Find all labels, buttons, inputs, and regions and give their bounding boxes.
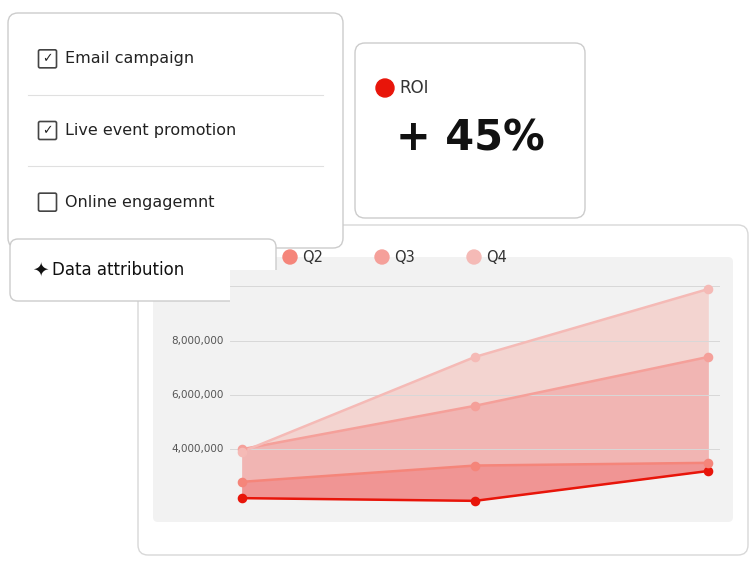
FancyBboxPatch shape (8, 13, 343, 248)
Circle shape (283, 250, 297, 264)
Text: Q3: Q3 (394, 249, 415, 265)
Text: 10,000,000: 10,000,000 (165, 282, 224, 291)
FancyBboxPatch shape (38, 50, 56, 68)
Point (469, 352, 481, 361)
Circle shape (375, 250, 389, 264)
Text: Live event promotion: Live event promotion (65, 123, 236, 138)
Text: Online engagemnt: Online engagemnt (65, 195, 214, 209)
FancyBboxPatch shape (138, 225, 748, 555)
Point (236, 494, 248, 503)
Point (236, 448, 248, 457)
Text: Data attribution: Data attribution (52, 261, 184, 279)
Point (702, 467, 714, 476)
Point (702, 284, 714, 293)
Text: ✓: ✓ (42, 52, 52, 65)
Point (236, 477, 248, 486)
Text: Email campaign: Email campaign (65, 51, 194, 66)
FancyBboxPatch shape (38, 122, 56, 140)
Point (236, 445, 248, 454)
Text: Q1: Q1 (210, 249, 231, 265)
Text: 4,000,000: 4,000,000 (172, 444, 224, 454)
Text: Q2: Q2 (302, 249, 323, 265)
Circle shape (191, 250, 205, 264)
Text: ROI: ROI (399, 79, 428, 97)
Point (469, 401, 481, 410)
FancyBboxPatch shape (38, 193, 56, 211)
FancyBboxPatch shape (355, 43, 585, 218)
Circle shape (467, 250, 481, 264)
Text: ✓: ✓ (42, 124, 52, 137)
Point (702, 352, 714, 361)
FancyBboxPatch shape (10, 239, 276, 301)
Text: 6,000,000: 6,000,000 (172, 390, 224, 400)
Text: Q4: Q4 (486, 249, 507, 265)
Point (469, 461, 481, 470)
Point (702, 458, 714, 467)
Text: ✦: ✦ (32, 261, 48, 279)
FancyBboxPatch shape (153, 257, 733, 522)
Text: + 45%: + 45% (396, 118, 544, 159)
Point (469, 497, 481, 506)
Circle shape (376, 79, 394, 97)
Text: 8,000,000: 8,000,000 (172, 336, 224, 346)
